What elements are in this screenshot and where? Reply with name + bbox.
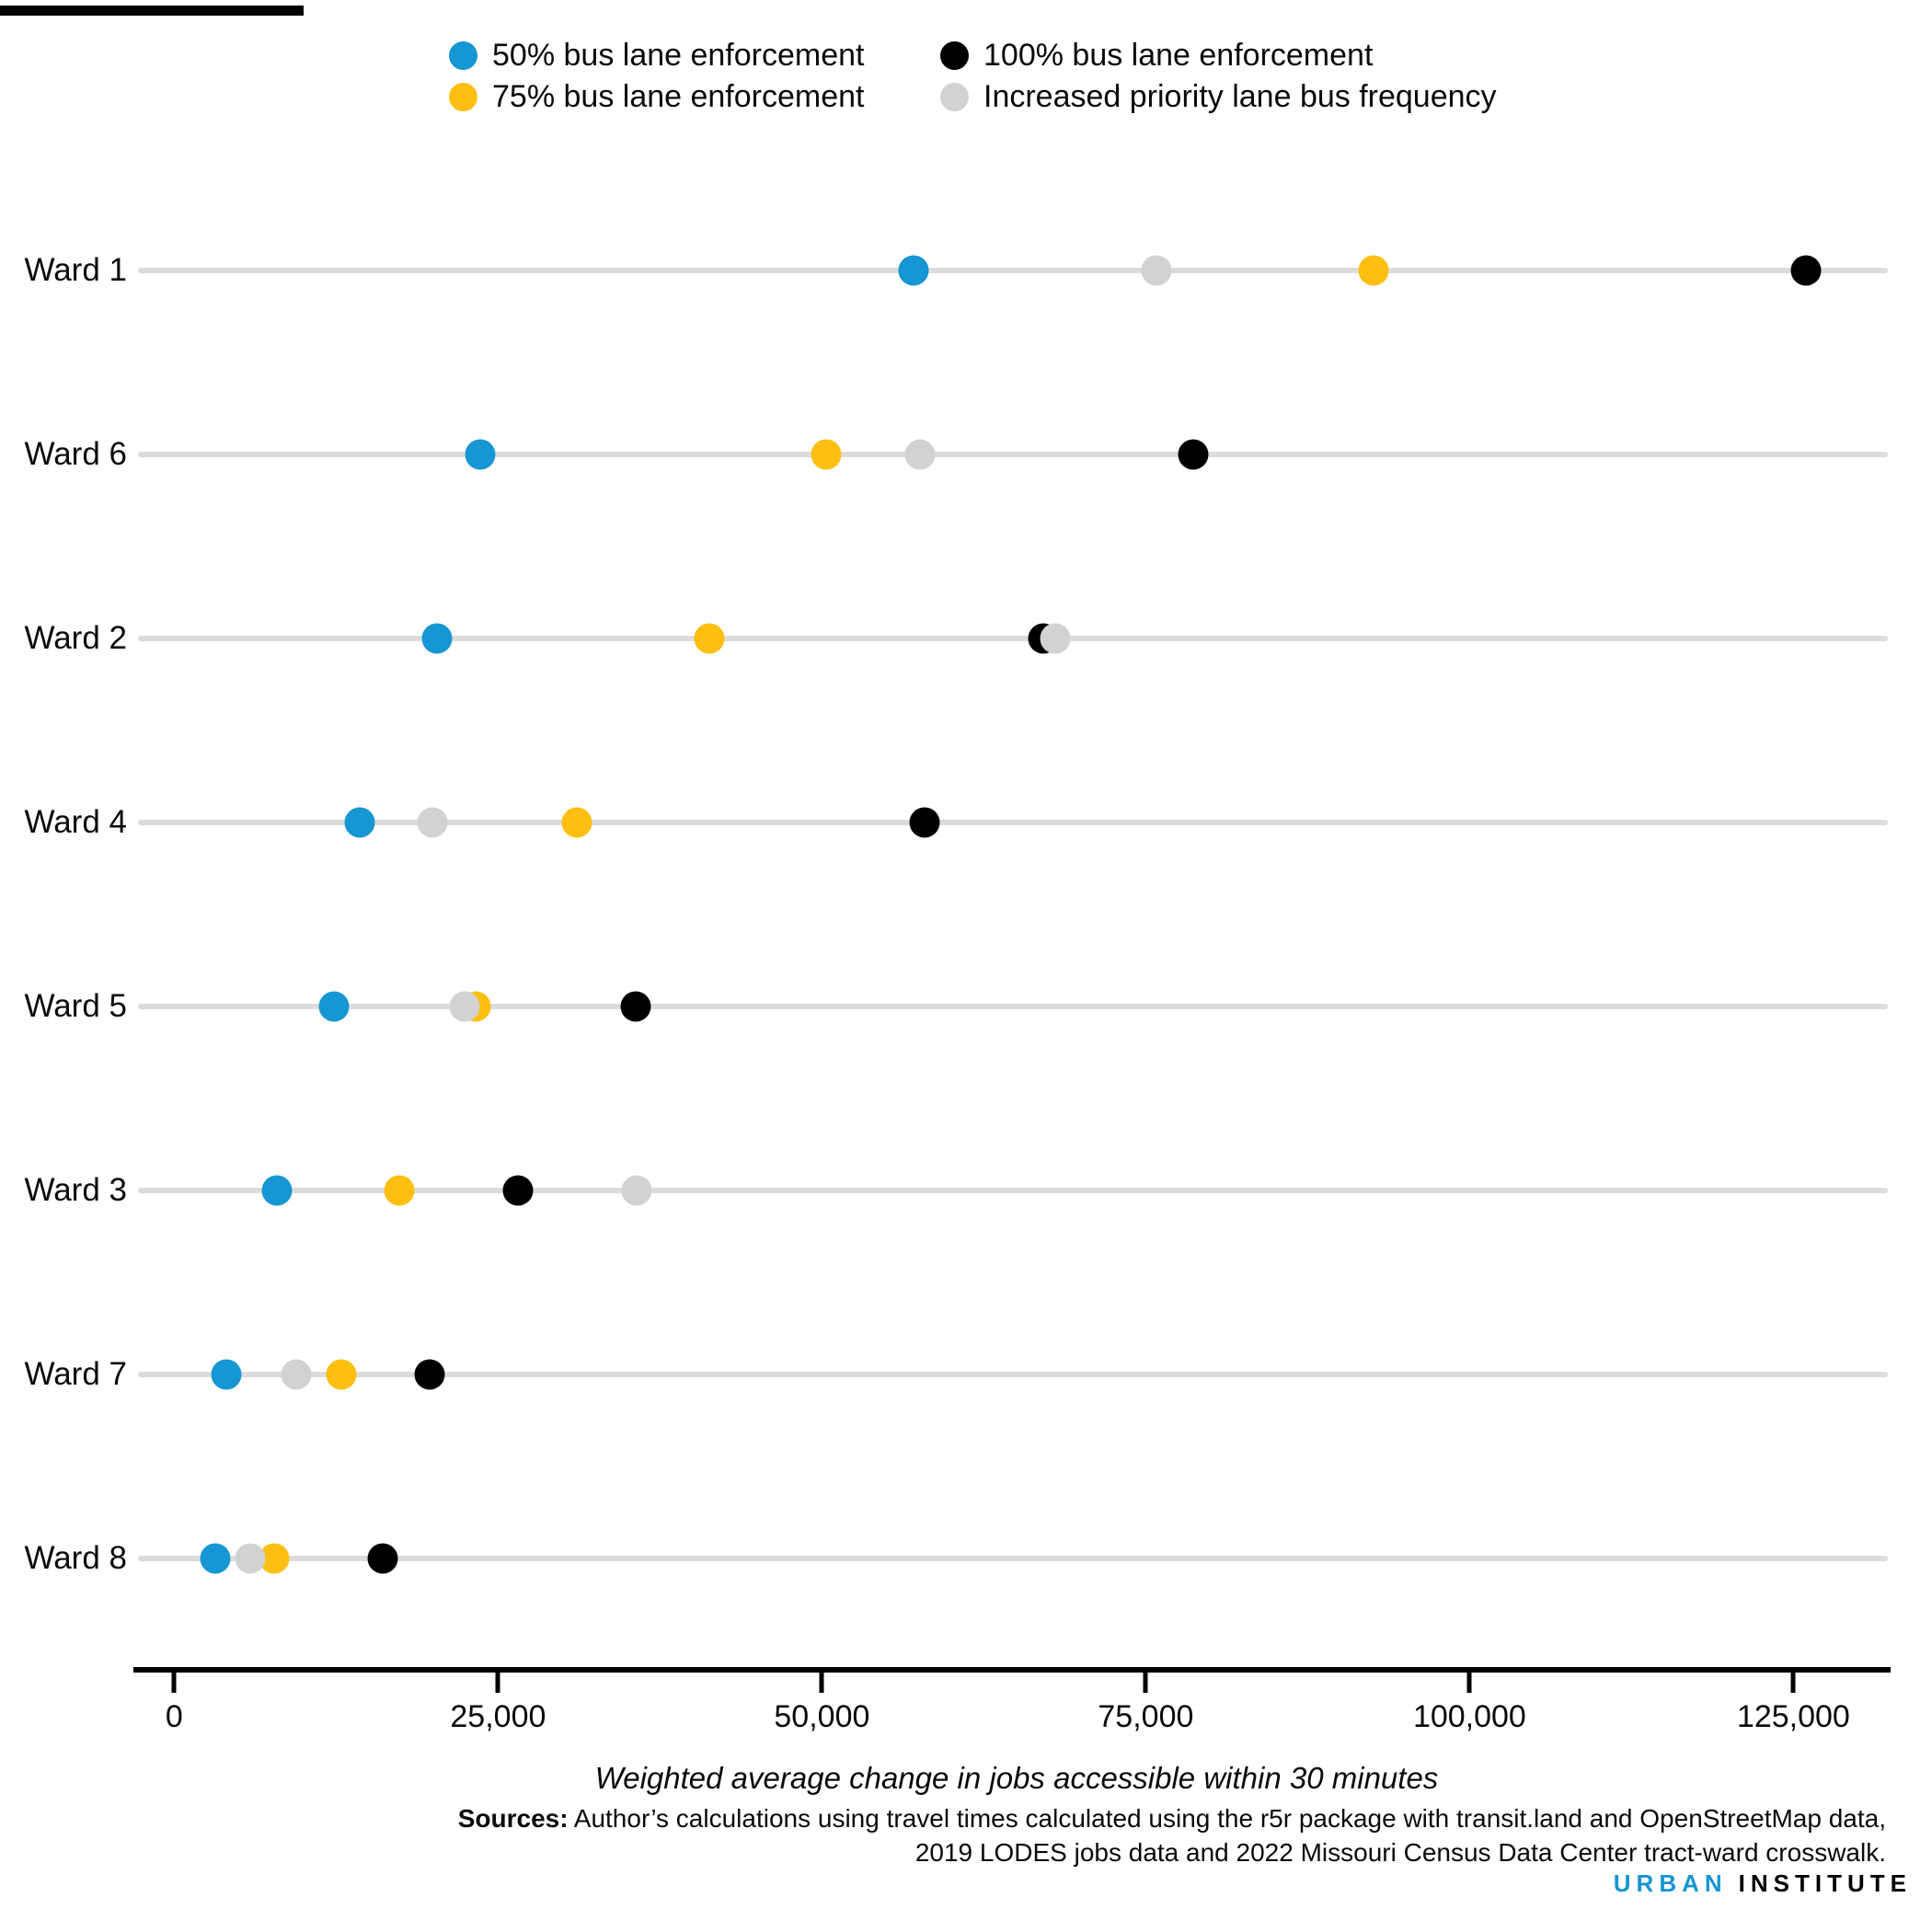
legend-label: 75% bus lane enforcement [492,79,865,114]
data-point-dot [367,1543,398,1574]
category-grid-line [138,1372,1888,1377]
category-grid-line [138,452,1888,457]
data-point-dot [1141,255,1172,286]
y-axis-category-label: Ward 6 [24,436,127,472]
data-point-dot [1178,439,1209,470]
data-point-dot [414,1359,445,1390]
data-point-dot [421,623,453,654]
data-point-dot [326,1359,357,1390]
category-grid-line [138,1188,1888,1193]
logo-urban-text: URBAN [1613,1869,1728,1897]
x-axis-tick-label: 0 [165,1699,183,1734]
category-grid-line [138,820,1888,825]
data-point-dot [318,991,350,1022]
legend-color-dot [449,41,477,70]
brand-accent-bar [0,6,304,16]
urban-institute-logo: URBAN INSTITUTE [1614,1869,1912,1898]
y-axis-category-label: Ward 2 [24,620,127,656]
y-axis-category-label: Ward 7 [24,1356,127,1392]
x-axis-tick-label: 100,000 [1412,1699,1526,1734]
x-axis-tick [1143,1673,1148,1693]
data-point-dot [904,439,936,470]
data-point-dot [1040,623,1071,654]
legend-color-dot [940,83,969,111]
x-axis-tick-label: 50,000 [774,1699,870,1734]
x-axis-tick-label: 125,000 [1736,1699,1850,1734]
x-axis-line [133,1667,1891,1673]
data-point-dot [620,991,651,1022]
data-point-dot [235,1543,266,1574]
y-axis-category-label: Ward 1 [24,252,127,288]
chart-legend: 50% bus lane enforcement 75% bus lane enf… [449,35,1497,118]
category-grid-line [138,636,1888,641]
data-point-dot [811,439,842,470]
data-point-dot [281,1359,312,1390]
x-axis-tick [819,1673,824,1693]
x-axis-tick-label: 25,000 [450,1699,546,1734]
legend-label: 100% bus lane enforcement [983,38,1374,73]
legend-item: 75% bus lane enforcement [449,79,940,115]
legend-label: 50% bus lane enforcement [492,38,865,73]
category-grid-line [138,1556,1888,1561]
y-axis-category-label: Ward 4 [24,804,127,840]
data-point-dot [200,1543,231,1574]
data-point-dot [465,439,496,470]
x-axis-tick [171,1673,177,1693]
sources-line1: Author’s calculations using travel times… [568,1804,1886,1833]
data-point-dot [898,255,929,286]
sources-label: Sources: [457,1804,569,1833]
data-point-dot [449,991,480,1022]
data-point-dot [694,623,725,654]
x-axis-title: Weighted average change in jobs accessib… [594,1761,1439,1795]
y-axis-category-label: Ward 8 [24,1540,127,1576]
data-point-dot [261,1175,293,1206]
data-point-dot [1358,255,1389,286]
x-axis-tick [495,1673,500,1693]
sources-line2: 2019 LODES jobs data and 2022 Missouri C… [914,1838,1886,1867]
legend-item: 50% bus lane enforcement [449,38,940,74]
data-point-dot [211,1359,242,1390]
legend-color-dot [449,83,477,111]
x-axis-tick [1466,1673,1472,1693]
data-point-dot [909,807,940,838]
data-point-dot [502,1175,534,1206]
logo-institute-text: INSTITUTE [1738,1869,1912,1897]
data-point-dot [417,807,448,838]
legend-color-dot [940,41,969,70]
sources-note: Sources: Author’s calculations using tra… [458,1801,1886,1869]
data-point-dot [384,1175,415,1206]
x-axis-tick-label: 75,000 [1098,1699,1194,1734]
data-point-dot [621,1175,652,1206]
y-axis-category-label: Ward 5 [24,988,127,1024]
data-point-dot [1790,255,1822,286]
category-grid-line [138,1004,1888,1009]
y-axis-category-label: Ward 3 [24,1172,127,1208]
data-point-dot [344,807,375,838]
legend-item: 100% bus lane enforcement [940,38,1497,74]
legend-item: Increased priority lane bus frequency [940,79,1497,115]
data-point-dot [561,807,592,838]
x-axis-tick [1790,1673,1796,1693]
legend-label: Increased priority lane bus frequency [983,79,1497,114]
category-grid-line [138,268,1888,273]
